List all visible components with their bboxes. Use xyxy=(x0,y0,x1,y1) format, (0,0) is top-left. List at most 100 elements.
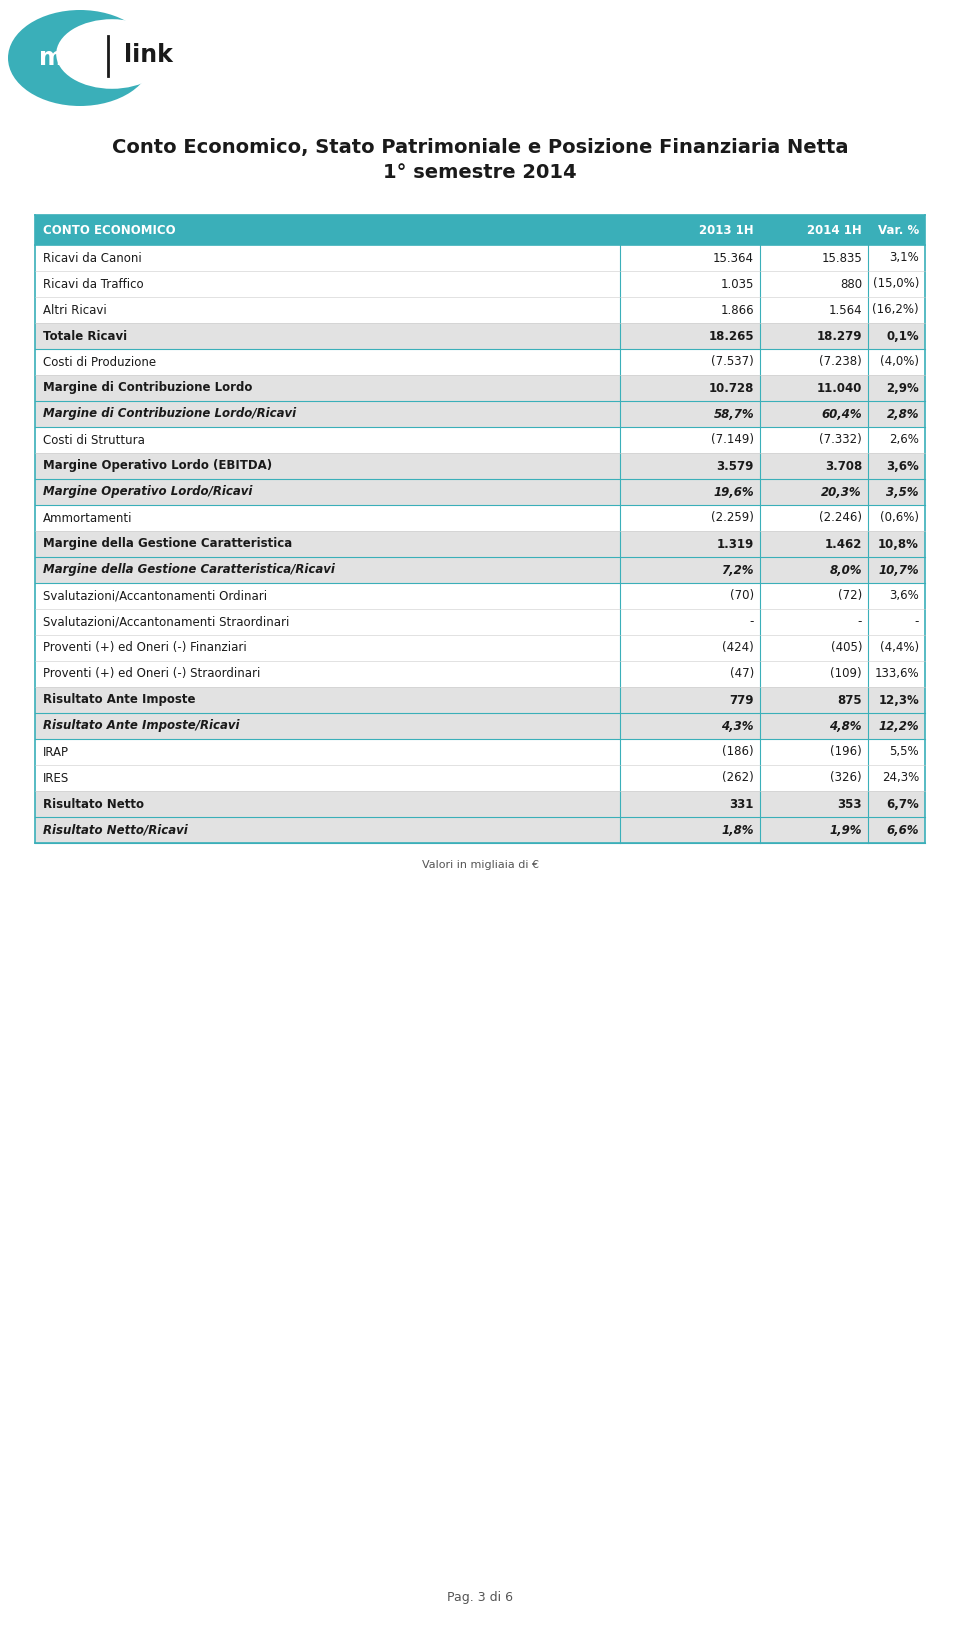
Text: Ricavi da Traffico: Ricavi da Traffico xyxy=(43,278,144,290)
Text: 779: 779 xyxy=(730,694,754,707)
Text: 4,3%: 4,3% xyxy=(722,720,754,732)
Text: (262): (262) xyxy=(722,771,754,784)
Text: 10,8%: 10,8% xyxy=(878,537,919,550)
Text: mc: mc xyxy=(38,46,78,70)
Text: Proventi (+) ed Oneri (-) Straordinari: Proventi (+) ed Oneri (-) Straordinari xyxy=(43,668,260,681)
Bar xyxy=(35,375,925,401)
Text: 875: 875 xyxy=(837,694,862,707)
Text: 19,6%: 19,6% xyxy=(713,486,754,499)
Text: 18.265: 18.265 xyxy=(708,329,754,342)
Bar xyxy=(35,791,925,817)
Bar xyxy=(35,764,925,791)
Text: (7.149): (7.149) xyxy=(711,434,754,447)
Bar xyxy=(35,349,925,375)
Text: 4,8%: 4,8% xyxy=(829,720,862,732)
Text: 133,6%: 133,6% xyxy=(875,668,919,681)
Text: IRAP: IRAP xyxy=(43,745,69,758)
Text: Costi di Struttura: Costi di Struttura xyxy=(43,434,145,447)
Text: -: - xyxy=(750,616,754,629)
Text: 58,7%: 58,7% xyxy=(713,408,754,421)
Bar xyxy=(35,817,925,843)
Text: (0,6%): (0,6%) xyxy=(880,511,919,524)
Text: link: link xyxy=(124,43,173,67)
Text: (47): (47) xyxy=(730,668,754,681)
Text: (405): (405) xyxy=(830,642,862,655)
Bar xyxy=(35,427,925,453)
Text: 1.462: 1.462 xyxy=(825,537,862,550)
Text: 3.708: 3.708 xyxy=(825,460,862,473)
Text: 60,4%: 60,4% xyxy=(822,408,862,421)
Text: Pag. 3 di 6: Pag. 3 di 6 xyxy=(447,1591,513,1604)
Text: 0,1%: 0,1% xyxy=(886,329,919,342)
Text: (16,2%): (16,2%) xyxy=(873,303,919,316)
Text: 1,8%: 1,8% xyxy=(722,823,754,837)
Text: 7,2%: 7,2% xyxy=(722,563,754,576)
Text: 20,3%: 20,3% xyxy=(822,486,862,499)
Text: (4,0%): (4,0%) xyxy=(880,355,919,368)
Text: Risultato Ante Imposte: Risultato Ante Imposte xyxy=(43,694,196,707)
Text: 1° semestre 2014: 1° semestre 2014 xyxy=(383,164,577,182)
Bar xyxy=(35,557,925,583)
Text: Svalutazioni/Accantonamenti Ordinari: Svalutazioni/Accantonamenti Ordinari xyxy=(43,589,267,602)
Text: 2,8%: 2,8% xyxy=(886,408,919,421)
Text: (7.537): (7.537) xyxy=(711,355,754,368)
Ellipse shape xyxy=(8,10,152,106)
Bar xyxy=(35,480,925,504)
Text: (7.238): (7.238) xyxy=(819,355,862,368)
Text: Costi di Produzione: Costi di Produzione xyxy=(43,355,156,368)
Text: 15.364: 15.364 xyxy=(713,252,754,265)
Text: Risultato Ante Imposte/Ricavi: Risultato Ante Imposte/Ricavi xyxy=(43,720,239,732)
Text: 3,5%: 3,5% xyxy=(886,486,919,499)
Text: (326): (326) xyxy=(830,771,862,784)
Text: 331: 331 xyxy=(730,797,754,810)
Text: Var. %: Var. % xyxy=(877,224,919,236)
Text: 6,6%: 6,6% xyxy=(886,823,919,837)
Text: Margine della Gestione Caratteristica: Margine della Gestione Caratteristica xyxy=(43,537,292,550)
Text: 18.279: 18.279 xyxy=(817,329,862,342)
Text: 1,9%: 1,9% xyxy=(829,823,862,837)
Text: (72): (72) xyxy=(838,589,862,602)
Text: -: - xyxy=(915,616,919,629)
Bar xyxy=(35,322,925,349)
Text: (2.259): (2.259) xyxy=(711,511,754,524)
Bar xyxy=(35,296,925,322)
Text: 880: 880 xyxy=(840,278,862,290)
Text: (70): (70) xyxy=(730,589,754,602)
Text: CONTO ECONOMICO: CONTO ECONOMICO xyxy=(43,224,176,236)
Text: 2014 1H: 2014 1H xyxy=(807,224,862,236)
Text: Risultato Netto/Ricavi: Risultato Netto/Ricavi xyxy=(43,823,188,837)
Text: (7.332): (7.332) xyxy=(819,434,862,447)
Bar xyxy=(35,504,925,530)
Text: Margine Operativo Lordo (EBITDA): Margine Operativo Lordo (EBITDA) xyxy=(43,460,272,473)
Text: Ricavi da Canoni: Ricavi da Canoni xyxy=(43,252,142,265)
Bar xyxy=(35,530,925,557)
Text: 3,6%: 3,6% xyxy=(889,589,919,602)
Text: Margine Operativo Lordo/Ricavi: Margine Operativo Lordo/Ricavi xyxy=(43,486,252,499)
Text: Proventi (+) ed Oneri (-) Finanziari: Proventi (+) ed Oneri (-) Finanziari xyxy=(43,642,247,655)
Text: 11.040: 11.040 xyxy=(817,381,862,395)
Text: 1.035: 1.035 xyxy=(721,278,754,290)
Text: (15,0%): (15,0%) xyxy=(873,278,919,290)
Text: 3,1%: 3,1% xyxy=(889,252,919,265)
Text: 3,6%: 3,6% xyxy=(886,460,919,473)
Text: 2,9%: 2,9% xyxy=(886,381,919,395)
Text: 353: 353 xyxy=(837,797,862,810)
Text: (4,4%): (4,4%) xyxy=(880,642,919,655)
Text: 2013 1H: 2013 1H xyxy=(700,224,754,236)
Bar xyxy=(35,272,925,296)
Text: (186): (186) xyxy=(722,745,754,758)
Text: Valori in migliaia di €: Valori in migliaia di € xyxy=(421,859,539,869)
Bar xyxy=(35,688,925,714)
Bar xyxy=(35,738,925,764)
Text: Margine della Gestione Caratteristica/Ricavi: Margine della Gestione Caratteristica/Ri… xyxy=(43,563,335,576)
Text: Svalutazioni/Accantonamenti Straordinari: Svalutazioni/Accantonamenti Straordinari xyxy=(43,616,289,629)
Text: 5,5%: 5,5% xyxy=(889,745,919,758)
Bar xyxy=(35,214,925,246)
Bar xyxy=(35,609,925,635)
Bar xyxy=(35,661,925,688)
Text: 12,2%: 12,2% xyxy=(878,720,919,732)
Text: 8,0%: 8,0% xyxy=(829,563,862,576)
Text: 15.835: 15.835 xyxy=(821,252,862,265)
Text: Ammortamenti: Ammortamenti xyxy=(43,511,132,524)
Bar xyxy=(35,401,925,427)
